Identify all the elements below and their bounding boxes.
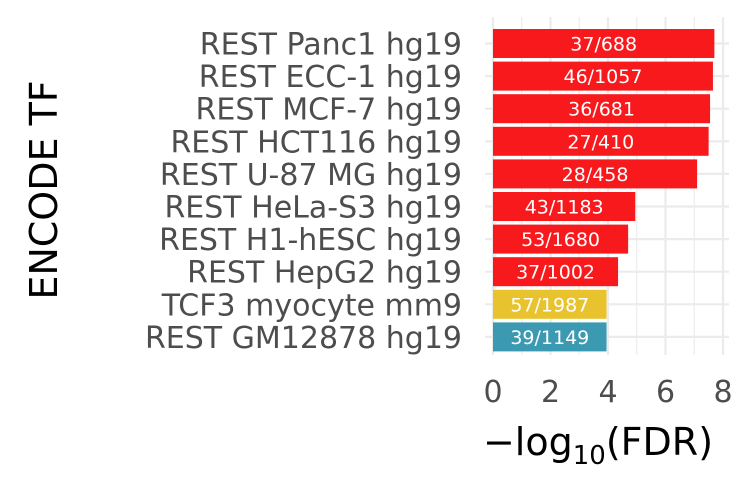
x-axis-title-prefix: −log <box>483 420 573 464</box>
bar-value-label: 39/1149 <box>510 327 589 349</box>
bar <box>493 94 711 124</box>
x-tick-labels: 0 2 4 6 8 <box>483 375 732 410</box>
bar <box>493 257 619 287</box>
category-label: REST ECC-1 hg19 <box>199 60 462 95</box>
x-tick-label: 2 <box>541 375 560 410</box>
bar-value-label: 37/1002 <box>516 262 595 284</box>
bar <box>493 289 607 319</box>
category-label: REST HeLa-S3 hg19 <box>164 191 462 226</box>
bar-value-label: 43/1183 <box>525 197 604 219</box>
x-tick-label: 6 <box>656 375 675 410</box>
bar <box>493 322 607 352</box>
bars <box>493 29 715 352</box>
category-label: REST GM12878 hg19 <box>145 321 462 356</box>
x-tick-label: 8 <box>713 375 732 410</box>
bar <box>493 61 713 91</box>
bar-value-label: 36/681 <box>568 99 635 121</box>
bar <box>493 224 629 254</box>
x-tick-label: 4 <box>598 375 617 410</box>
category-label: REST H1-hESC hg19 <box>159 223 462 258</box>
bar-value-label: 28/458 <box>562 164 629 186</box>
bar-value-label: 57/1987 <box>510 294 589 316</box>
bar-value-label: 53/1680 <box>521 229 600 251</box>
category-label: REST MCF-7 hg19 <box>196 93 462 128</box>
category-label: REST HepG2 hg19 <box>187 256 462 291</box>
x-axis-title: −log10(FDR) <box>483 420 713 471</box>
y-axis-title: ENCODE TF <box>22 80 66 299</box>
bar <box>493 29 715 58</box>
x-axis-title-subscript: 10 <box>573 441 606 471</box>
bar-value-label: 46/1057 <box>564 66 643 88</box>
category-label: REST HCT116 hg19 <box>170 125 462 160</box>
bar <box>493 192 636 221</box>
category-label: REST Panc1 hg19 <box>200 28 462 63</box>
bar-value-labels: 37/688 46/1057 36/681 27/410 28/458 43/1183 53… <box>510 34 642 349</box>
bar <box>493 159 698 189</box>
bar-value-label: 37/688 <box>570 34 637 56</box>
x-axis-title-suffix: (FDR) <box>606 420 713 464</box>
category-label: TCF3 myocyte mm9 <box>161 288 462 323</box>
x-tick-label: 0 <box>483 375 502 410</box>
bar <box>493 126 709 156</box>
category-label: REST U-87 MG hg19 <box>160 158 462 193</box>
bar-value-label: 27/410 <box>567 131 634 153</box>
